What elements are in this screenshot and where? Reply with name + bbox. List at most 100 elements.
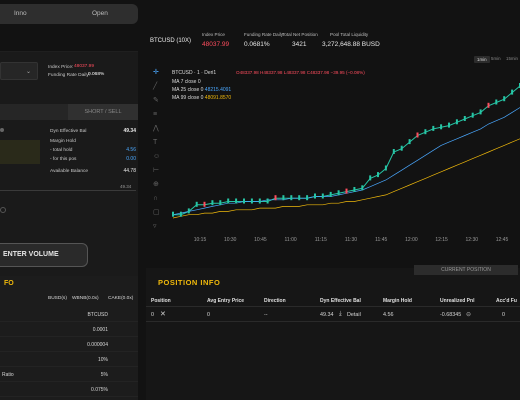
chart-legend: BTCUSD · 1 · Deri1 O48337.98 H48337.98 L… [172,70,365,101]
slider-handle[interactable] [0,207,6,213]
detail-link[interactable]: Detail [347,312,361,318]
top-tabs: Inno Open [0,4,138,24]
x-tick-label: 10:45 [254,237,267,243]
candle [195,201,198,207]
candle [440,124,443,130]
candle [392,149,395,154]
symbol-select[interactable]: ⌄ [0,62,38,80]
close-icon[interactable]: ✕ [160,311,166,318]
info-row-label: Ratio [2,372,14,378]
candle [416,132,419,138]
text-icon[interactable]: T [153,139,158,146]
ohlc-readout: O48337.98 H48337.98 L48337.98 C48337.98 … [236,70,365,75]
lock-icon[interactable]: ▢ [153,209,160,216]
funding-stat-value: 0.0681% [244,41,270,48]
cell-position: 0 [151,312,154,318]
dyn-eff-bal-label: Dyn Effective Bal [50,129,87,134]
margin-hold-label: Margin Hold [50,139,76,144]
cell-direction: -- [264,312,268,318]
info-icon[interactable]: ⊖ [466,312,472,318]
magnet-icon[interactable]: ∩ [153,195,159,202]
brush-icon[interactable]: ✎ [153,97,159,104]
candle [377,172,379,178]
candle [321,193,324,199]
dyn-eff-bal-value: 49.34 [123,128,136,134]
trade-panel-header [0,30,138,52]
index-price-label: Index Price: [48,65,74,70]
zoom-icon[interactable]: ⊕ [153,181,159,188]
chart-title: BTCUSD · 1 · Deri1 [172,70,217,76]
available-balance-label: Available Balance [50,169,89,174]
candle [353,187,356,192]
candle [345,188,348,194]
crosshair-icon[interactable]: ✛ [153,69,159,76]
cell-accd-funding: 0 [502,312,505,318]
candle [424,129,427,135]
legend-ma99-value: 48091.8570 [204,95,232,101]
chevron-down-icon: ⌄ [25,69,31,75]
candle [408,139,411,145]
legend-ma25-value: 48215.4091 [204,87,232,93]
x-tick-label: 10:15 [194,237,207,243]
candle [503,96,506,102]
candle [243,198,245,204]
price-input[interactable] [0,140,40,164]
net-position-stat-label: Total Net Position [282,32,318,37]
x-tick-label: 12:00 [405,237,418,243]
header-divider [146,306,520,307]
candle [400,145,403,151]
funding-rate-value: 0.068% [88,72,105,77]
download-icon[interactable]: ⤓ [339,311,342,317]
timeframe-15min[interactable]: 15min [506,56,518,61]
index-price-value: 48037.99 [74,64,95,69]
info-row-value: BTCUSD [87,312,108,318]
pattern-icon[interactable]: ⋀ [153,125,159,132]
trend-line-icon[interactable]: ╱ [153,83,158,90]
x-tick-label: 12:15 [435,237,448,243]
smile-icon[interactable]: ☺ [153,153,161,160]
amount-slider[interactable] [0,190,136,191]
symbol-title: BTCUSD (10X) [150,38,192,44]
slider-max-value: 49.34 [120,184,132,189]
col-position: Position [151,298,171,304]
info-title: FO [4,280,14,287]
info-row-value: 0.075% [91,387,108,393]
candle [487,102,490,108]
candle [290,195,293,201]
candle [479,109,482,115]
price-chart[interactable]: 10:15 10:30 10:45 11:00 11:15 11:30 11:45 12:00… [165,70,520,245]
series-line-ma-99 [172,138,520,219]
candle [203,201,206,207]
fib-icon[interactable]: ≡ [153,111,158,118]
timeframe-1min[interactable]: 1min [474,56,490,63]
index-price-stat-label: Index Price [202,32,225,37]
ruler-icon[interactable]: ⊢ [153,167,160,174]
col-dyn-eff-bal: Dyn Effective Bal [320,298,361,304]
col-direction: Direction [264,298,286,304]
series-line-ma-25 [172,107,520,216]
radio-icon[interactable] [0,128,4,132]
tab-inno[interactable]: Inno [14,10,27,17]
candle [187,208,190,214]
trash-icon[interactable]: ▿ [153,223,157,230]
enter-volume-button[interactable]: ENTER VOLUME [0,243,88,267]
tab-short-sell[interactable]: SHORT / SELL [68,104,138,120]
legend-ma25-name: MA 25 close 0 [172,87,204,93]
cell-upnl: -0.68345 [440,312,462,318]
tab-open[interactable]: Open [92,10,108,17]
candle [369,175,372,181]
x-tick-label: 11:45 [375,237,387,243]
candle [495,99,498,105]
info-row: 0.0001 [0,323,138,337]
legend-ma99: MA 99 close 0 48091.8570 [172,95,231,101]
timeframe-5min[interactable]: 5min [491,56,501,61]
total-hold-value: 4.56 [126,147,136,153]
drawing-toolbar: ✛ ╱ ✎ ≡ ⋀ T ☺ ⊢ ⊕ ∩ ▢ ▿ [146,64,164,242]
info-row: 10% [0,353,138,367]
candle [384,165,387,171]
for-this-pos-value: 0.00 [126,156,136,162]
x-tick-label: 11:15 [315,237,327,243]
total-hold-label: - total hold [50,148,73,153]
tab-current-position[interactable]: CURRENT POSITION [414,265,518,275]
info-row: 0.000004 [0,338,138,352]
